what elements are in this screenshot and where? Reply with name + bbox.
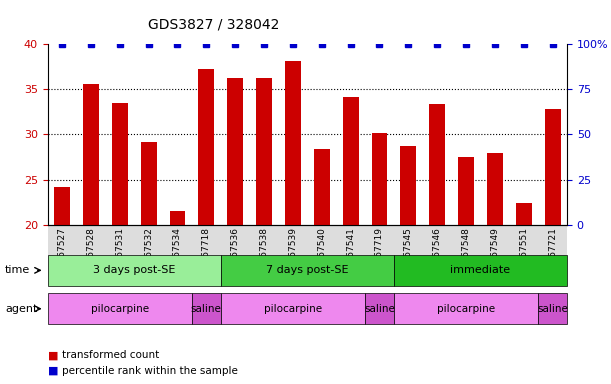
Text: saline: saline: [191, 304, 222, 314]
Text: transformed count: transformed count: [62, 350, 159, 360]
Text: immediate: immediate: [450, 265, 511, 275]
Text: percentile rank within the sample: percentile rank within the sample: [62, 366, 238, 376]
Bar: [343, 98, 359, 384]
Bar: [314, 149, 330, 384]
Text: 3 days post-SE: 3 days post-SE: [93, 265, 175, 275]
Bar: [544, 109, 560, 384]
Bar: [487, 153, 503, 384]
Bar: [285, 61, 301, 384]
Text: GDS3827 / 328042: GDS3827 / 328042: [148, 17, 280, 31]
Text: agent: agent: [5, 304, 37, 314]
Bar: [256, 78, 272, 384]
Bar: [170, 211, 185, 384]
Bar: [458, 157, 474, 384]
Text: ■: ■: [48, 366, 58, 376]
Bar: [199, 70, 214, 384]
Text: pilocarpine: pilocarpine: [264, 304, 322, 314]
Text: ■: ■: [48, 350, 58, 360]
Text: saline: saline: [364, 304, 395, 314]
Bar: [141, 142, 156, 384]
Text: pilocarpine: pilocarpine: [437, 304, 495, 314]
Bar: [516, 203, 532, 384]
Bar: [400, 146, 416, 384]
Bar: [430, 104, 445, 384]
Bar: [371, 132, 387, 384]
Bar: [227, 78, 243, 384]
Text: time: time: [5, 265, 30, 275]
Text: saline: saline: [537, 304, 568, 314]
Bar: [54, 187, 70, 384]
Bar: [112, 103, 128, 384]
Bar: [83, 84, 99, 384]
Text: 7 days post-SE: 7 days post-SE: [266, 265, 349, 275]
Text: pilocarpine: pilocarpine: [90, 304, 149, 314]
